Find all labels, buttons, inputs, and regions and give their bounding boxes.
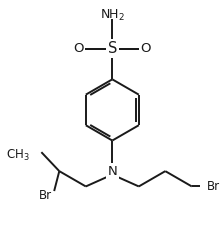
Text: O: O [73,42,84,55]
Text: Br: Br [38,189,52,202]
Text: Br: Br [207,180,220,193]
Text: S: S [108,41,117,56]
Text: N: N [108,165,117,178]
Text: CH$_3$: CH$_3$ [6,148,30,164]
Text: O: O [141,42,151,55]
Text: NH$_2$: NH$_2$ [100,8,125,23]
